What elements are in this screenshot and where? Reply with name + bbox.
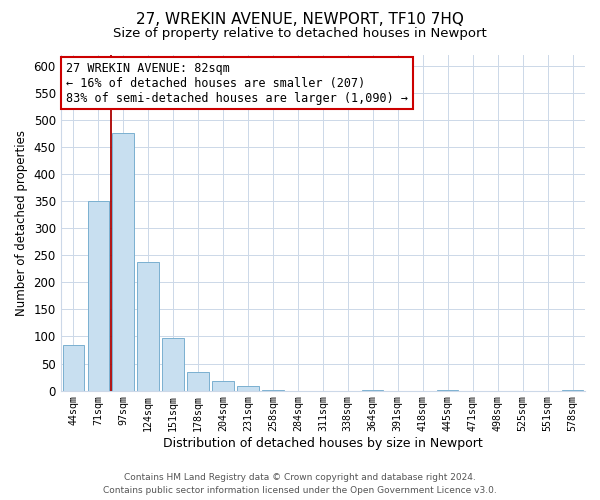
Bar [137,262,158,390]
Bar [238,386,259,390]
Bar [212,381,233,390]
Text: 27, WREKIN AVENUE, NEWPORT, TF10 7HQ: 27, WREKIN AVENUE, NEWPORT, TF10 7HQ [136,12,464,28]
Bar [112,134,134,390]
Y-axis label: Number of detached properties: Number of detached properties [15,130,28,316]
Text: Contains HM Land Registry data © Crown copyright and database right 2024.
Contai: Contains HM Land Registry data © Crown c… [103,474,497,495]
Bar [163,338,184,390]
Text: 27 WREKIN AVENUE: 82sqm
← 16% of detached houses are smaller (207)
83% of semi-d: 27 WREKIN AVENUE: 82sqm ← 16% of detache… [66,62,408,104]
X-axis label: Distribution of detached houses by size in Newport: Distribution of detached houses by size … [163,437,483,450]
Bar [88,201,109,390]
Bar [187,372,209,390]
Text: Size of property relative to detached houses in Newport: Size of property relative to detached ho… [113,28,487,40]
Bar [62,344,84,391]
